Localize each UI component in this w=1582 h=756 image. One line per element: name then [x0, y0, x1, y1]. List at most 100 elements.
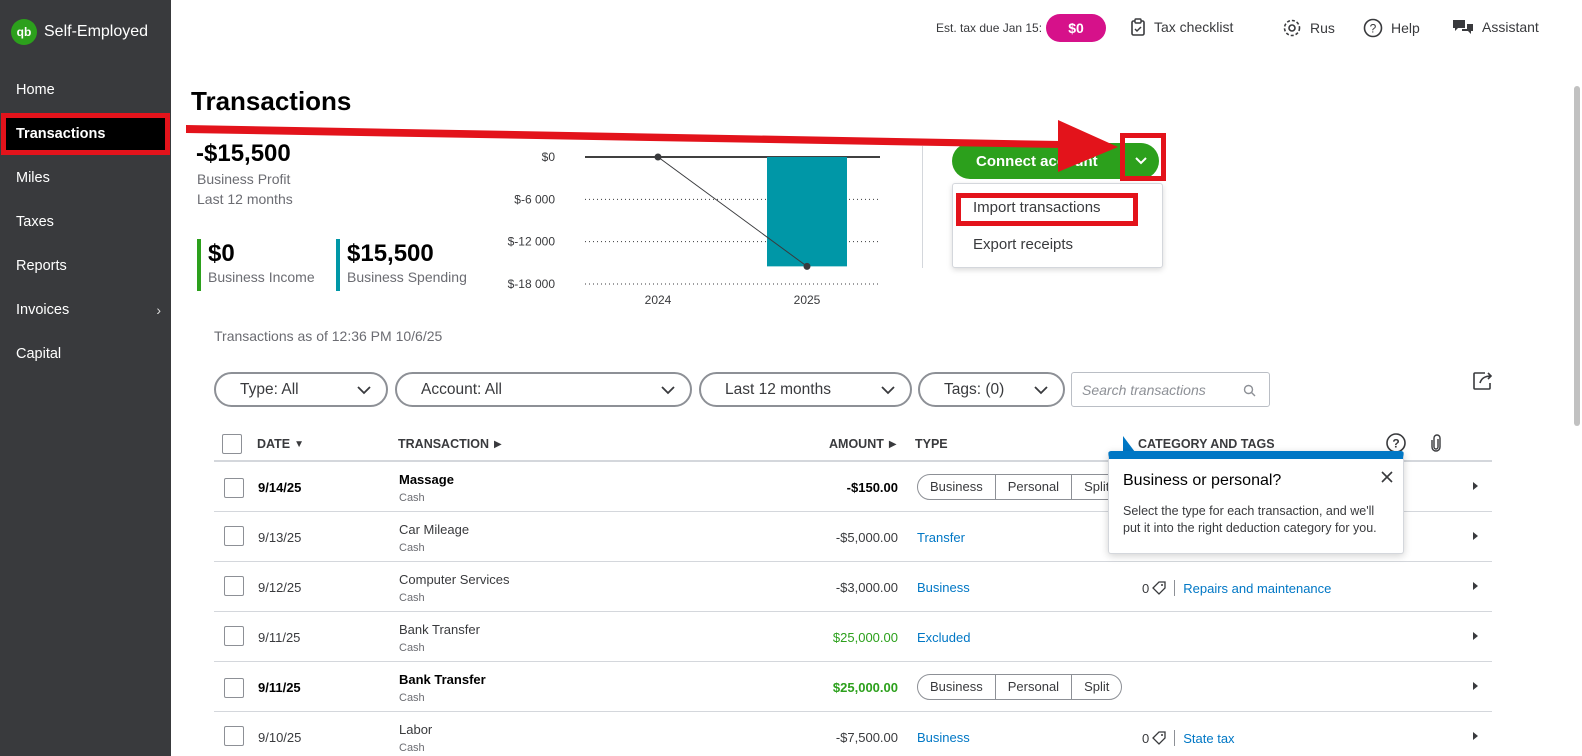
- menu-item-import-transactions[interactable]: Import transactions: [973, 199, 1101, 216]
- business-or-personal-tooltip: Business or personal? Select the type fo…: [1108, 451, 1404, 554]
- row-checkbox[interactable]: [224, 626, 244, 646]
- tag-icon[interactable]: [1152, 581, 1166, 595]
- type-split-button[interactable]: Split: [1084, 679, 1110, 694]
- clipboard-icon: [1131, 18, 1145, 36]
- chart-point: [803, 262, 811, 270]
- assistant-button[interactable]: Assistant: [1452, 18, 1539, 36]
- column-header-category: CATEGORY AND TAGS: [1138, 437, 1275, 451]
- table-row[interactable]: 9/11/25 Bank Transfer Cash $25,000.00 Bu…: [214, 662, 1492, 712]
- caret-right-icon[interactable]: [1471, 481, 1479, 491]
- column-header-label: CATEGORY AND TAGS: [1138, 437, 1275, 451]
- column-header-type: TYPE: [915, 437, 948, 451]
- tooltip-pointer: [1123, 436, 1135, 452]
- table-row[interactable]: 9/14/25 Massage Cash -$150.00 Business P…: [214, 462, 1492, 512]
- table-row[interactable]: 9/11/25 Bank Transfer Cash $25,000.00 Ex…: [214, 612, 1492, 662]
- filter-type[interactable]: Type: All: [214, 372, 388, 407]
- tag-count: 0: [1142, 730, 1150, 746]
- sidebar-nav: Home Transactions Miles Taxes Reports In…: [0, 68, 171, 376]
- table-row[interactable]: 9/12/25 Computer Services Cash -$3,000.0…: [214, 562, 1492, 612]
- gear-icon: [1283, 19, 1301, 37]
- caret-right-icon[interactable]: [1471, 681, 1479, 691]
- page-title: Transactions: [191, 86, 352, 116]
- row-date: 9/12/25: [258, 580, 302, 595]
- type-business-button[interactable]: Business: [918, 475, 996, 499]
- caret-right-icon[interactable]: [1471, 531, 1479, 541]
- paperclip-icon[interactable]: [1430, 434, 1442, 452]
- brand[interactable]: qb Self-Employed: [11, 19, 148, 45]
- user-name: Rus: [1310, 20, 1335, 36]
- type-personal-button[interactable]: Personal: [996, 675, 1073, 699]
- row-type-link[interactable]: Transfer: [917, 530, 965, 545]
- table-row[interactable]: 9/10/25 Labor Cash -$7,500.00 Business 0…: [214, 712, 1492, 756]
- close-icon[interactable]: [1379, 469, 1395, 485]
- category-link[interactable]: Repairs and maintenance: [1183, 580, 1332, 596]
- business-profit-value: -$15,500: [196, 140, 291, 167]
- row-date: 9/11/25: [258, 630, 301, 645]
- est-tax-badge[interactable]: $0: [1046, 14, 1106, 42]
- select-all-checkbox[interactable]: [222, 434, 242, 454]
- sidebar-item-invoices[interactable]: Invoices ›: [0, 288, 171, 332]
- sidebar-item-home[interactable]: Home: [16, 82, 55, 98]
- chart-y-tick-label: $0: [542, 150, 556, 164]
- assistant-label: Assistant: [1482, 19, 1539, 35]
- row-type-link[interactable]: Excluded: [917, 630, 971, 645]
- chevron-down-icon: [1034, 386, 1048, 395]
- filter-tags[interactable]: Tags: (0): [918, 372, 1065, 407]
- row-type-link[interactable]: Business: [917, 730, 970, 745]
- row-amount: $25,000.00: [832, 680, 898, 695]
- menu-item-export-receipts[interactable]: Export receipts: [973, 236, 1074, 253]
- row-amount: $25,000.00: [832, 630, 898, 645]
- sidebar: qb Self-Employed Home Transactions Miles…: [0, 0, 171, 756]
- page-scrollbar[interactable]: [1574, 86, 1580, 426]
- settings-button[interactable]: Rus: [1282, 18, 1335, 38]
- row-checkbox[interactable]: [224, 678, 244, 698]
- export-icon[interactable]: [1471, 370, 1493, 392]
- divider: [922, 146, 923, 268]
- column-header-label: TYPE: [915, 437, 948, 451]
- type-personal-button[interactable]: Personal: [996, 475, 1073, 499]
- sidebar-item-reports[interactable]: Reports: [16, 258, 67, 274]
- svg-text:?: ?: [1392, 437, 1399, 451]
- type-split-button[interactable]: Split: [1084, 479, 1110, 494]
- row-description: Labor: [399, 722, 433, 737]
- est-tax-label: Est. tax due Jan 15:: [936, 21, 1043, 35]
- row-type-link[interactable]: Business: [917, 580, 970, 595]
- row-checkbox[interactable]: [224, 478, 244, 498]
- sidebar-item-miles[interactable]: Miles: [16, 170, 50, 186]
- profit-chart: $0 $-6 000 $-12 000 $-18 000 2024 2025: [508, 150, 880, 307]
- caret-right-icon[interactable]: [1471, 631, 1479, 641]
- filter-period[interactable]: Last 12 months: [699, 372, 912, 407]
- chart-y-tick-label: $-12 000: [508, 235, 556, 249]
- filter-account[interactable]: Account: All: [395, 372, 692, 407]
- sidebar-item-capital[interactable]: Capital: [16, 346, 62, 362]
- help-button[interactable]: ? Help: [1363, 18, 1420, 38]
- table-row[interactable]: 9/13/25 Car Mileage Cash -$5,000.00 Tran…: [214, 512, 1492, 562]
- column-header-label: TRANSACTION: [398, 437, 489, 451]
- row-checkbox[interactable]: [224, 726, 244, 746]
- row-checkbox[interactable]: [224, 526, 244, 546]
- search-input[interactable]: Search transactions: [1071, 372, 1270, 407]
- row-date: 9/10/25: [258, 730, 302, 745]
- table-header: DATE ▼ TRANSACTION ▶ AMOUNT ▶ TYPE CATEGORY…: [214, 426, 1492, 462]
- chat-bubbles-icon: [1453, 20, 1473, 34]
- row-date: 9/13/25: [258, 530, 302, 545]
- chart-x-tick-label: 2024: [645, 293, 672, 307]
- sidebar-item-taxes[interactable]: Taxes: [16, 214, 54, 230]
- caret-right-icon[interactable]: [1471, 581, 1479, 591]
- caret-right-icon[interactable]: [1471, 731, 1479, 741]
- business-spending-label: Business Spending: [347, 269, 467, 285]
- row-date: 9/14/25: [258, 480, 302, 495]
- tax-checklist-button[interactable]: Tax checklist: [1130, 18, 1233, 36]
- tag-icon[interactable]: [1152, 731, 1166, 745]
- type-business-button[interactable]: Business: [918, 675, 996, 699]
- sidebar-item-transactions[interactable]: Transactions: [1, 113, 170, 155]
- column-header-date[interactable]: DATE ▼: [257, 437, 304, 451]
- tooltip-body: Select the type for each transaction, an…: [1123, 504, 1377, 535]
- transactions-table: DATE ▼ TRANSACTION ▶ AMOUNT ▶ TYPE CATEGORY…: [214, 426, 1492, 756]
- row-description: Computer Services: [399, 572, 510, 587]
- category-link[interactable]: State tax: [1183, 730, 1235, 746]
- column-header-transaction[interactable]: TRANSACTION ▶: [398, 437, 502, 451]
- row-checkbox[interactable]: [224, 576, 244, 596]
- business-profit-period: Last 12 months: [197, 191, 293, 207]
- column-header-amount[interactable]: AMOUNT ▶: [829, 437, 897, 451]
